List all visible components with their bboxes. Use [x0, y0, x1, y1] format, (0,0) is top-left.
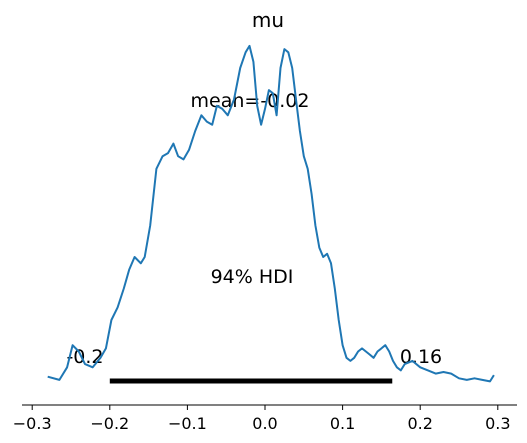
hdi-label: 94% HDI — [211, 266, 294, 288]
hdi-upper-bound-label: 0.16 — [400, 346, 442, 368]
x-tick-label: −0.1 — [168, 414, 207, 433]
x-tick-label: −0.3 — [13, 414, 52, 433]
x-tick-label: 0.3 — [485, 414, 510, 433]
hdi-lower-bound-label: -0.2 — [66, 346, 103, 368]
x-tick-label: −0.2 — [90, 414, 129, 433]
mean-annotation: mean=-0.02 — [191, 90, 310, 112]
x-tick-label: 0.2 — [407, 414, 432, 433]
x-tick-label: 0.0 — [252, 414, 277, 433]
density-line — [47, 44, 495, 383]
x-axis-ticks: −0.3 −0.2 −0.1 0.0 0.1 0.2 0.3 — [13, 405, 511, 433]
chart-title: mu — [252, 8, 284, 32]
x-tick-label: 0.1 — [330, 414, 355, 433]
